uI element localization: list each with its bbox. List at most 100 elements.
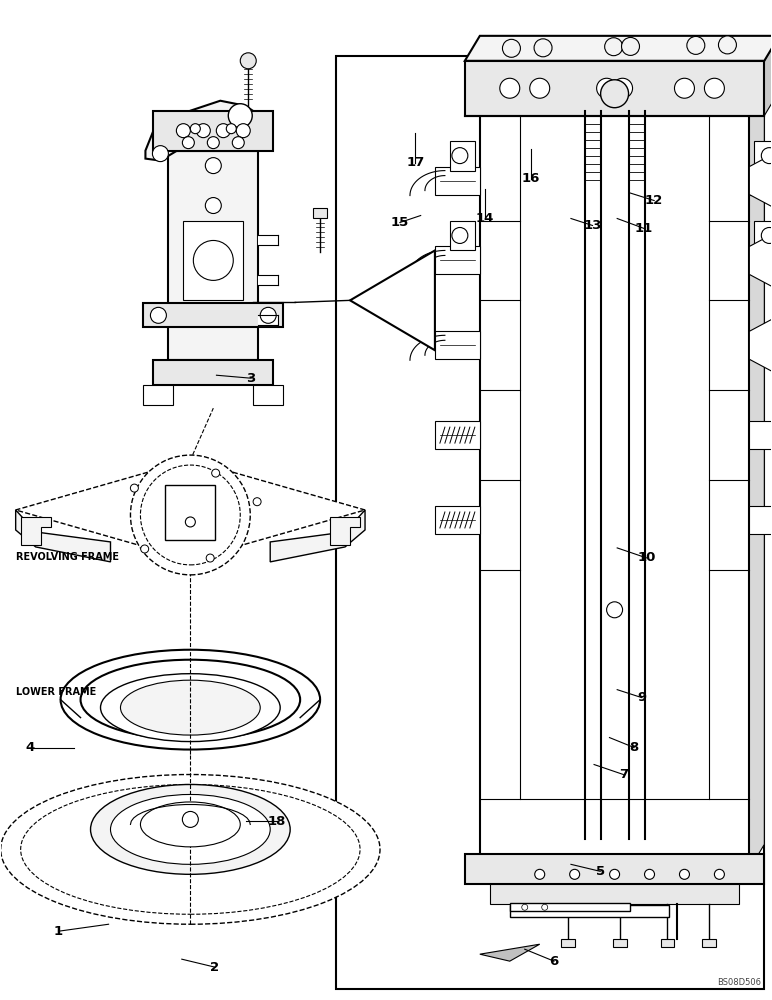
Circle shape (141, 545, 149, 553)
Circle shape (570, 869, 580, 879)
Circle shape (610, 869, 620, 879)
Text: 11: 11 (635, 222, 653, 235)
Circle shape (597, 78, 617, 98)
Polygon shape (21, 517, 51, 545)
Ellipse shape (60, 650, 320, 750)
Bar (750, 167, 772, 195)
Polygon shape (350, 250, 435, 350)
Circle shape (232, 137, 244, 149)
Polygon shape (450, 221, 475, 250)
Circle shape (761, 227, 772, 243)
Text: 17: 17 (406, 156, 425, 169)
Bar (168, 151, 258, 360)
Bar (435, 331, 480, 359)
Ellipse shape (1, 775, 380, 924)
Text: 3: 3 (246, 372, 256, 385)
Circle shape (714, 869, 724, 879)
Bar (489, 884, 740, 904)
Bar (510, 903, 629, 911)
Circle shape (534, 39, 552, 57)
Ellipse shape (80, 660, 300, 740)
Circle shape (260, 307, 276, 323)
Bar (465, 61, 764, 116)
Text: 16: 16 (522, 172, 540, 185)
Circle shape (687, 36, 705, 54)
Circle shape (152, 146, 168, 162)
Text: 14: 14 (476, 212, 494, 225)
Circle shape (522, 904, 528, 910)
Circle shape (226, 124, 236, 134)
Ellipse shape (110, 794, 270, 864)
Polygon shape (145, 101, 260, 161)
Polygon shape (15, 510, 110, 562)
Circle shape (761, 148, 772, 164)
Circle shape (208, 137, 219, 149)
Circle shape (530, 78, 550, 98)
FancyArrow shape (258, 275, 278, 285)
Ellipse shape (100, 674, 280, 742)
Polygon shape (750, 151, 772, 211)
Bar (144, 385, 174, 405)
Text: 12: 12 (645, 194, 663, 207)
Bar (165, 485, 215, 540)
Text: REVOLVING FRAME: REVOLVING FRAME (15, 552, 119, 562)
Polygon shape (750, 315, 772, 375)
Circle shape (613, 78, 632, 98)
Polygon shape (330, 517, 360, 545)
Bar (661, 939, 675, 947)
Circle shape (452, 227, 468, 243)
Bar (560, 939, 574, 947)
Polygon shape (270, 510, 365, 562)
Circle shape (196, 124, 210, 138)
FancyArrow shape (258, 235, 278, 245)
Bar (435, 246, 480, 274)
Circle shape (206, 554, 214, 562)
Bar (435, 506, 480, 534)
Circle shape (675, 78, 695, 98)
Bar (750, 506, 772, 534)
Circle shape (130, 455, 250, 575)
Circle shape (604, 38, 623, 56)
Text: 5: 5 (596, 865, 604, 878)
Circle shape (130, 484, 138, 492)
Circle shape (182, 811, 198, 827)
Text: 18: 18 (267, 815, 286, 828)
Text: 7: 7 (619, 768, 628, 781)
Bar (154, 360, 273, 385)
Circle shape (240, 53, 256, 69)
Polygon shape (754, 221, 772, 250)
Polygon shape (480, 944, 540, 961)
Circle shape (193, 240, 233, 280)
Text: 13: 13 (584, 219, 601, 232)
Circle shape (719, 36, 736, 54)
Circle shape (205, 158, 222, 174)
Circle shape (601, 80, 628, 108)
Text: BS08D506: BS08D506 (717, 978, 761, 987)
Text: 8: 8 (629, 741, 638, 754)
Circle shape (679, 869, 689, 879)
Text: 1: 1 (54, 925, 63, 938)
Bar (253, 385, 283, 405)
Circle shape (542, 904, 547, 910)
Circle shape (253, 498, 261, 506)
Ellipse shape (21, 784, 360, 914)
Polygon shape (764, 36, 772, 116)
Circle shape (216, 124, 230, 138)
Text: 10: 10 (637, 551, 655, 564)
Circle shape (182, 137, 195, 149)
Polygon shape (15, 460, 365, 560)
Bar (435, 421, 480, 449)
Circle shape (535, 869, 545, 879)
Polygon shape (465, 36, 772, 61)
Circle shape (645, 869, 655, 879)
Bar (313, 208, 327, 218)
Circle shape (499, 78, 520, 98)
Circle shape (141, 465, 240, 565)
Circle shape (503, 39, 520, 57)
Circle shape (191, 124, 201, 134)
Bar (750, 421, 772, 449)
Text: 2: 2 (210, 961, 219, 974)
Circle shape (704, 78, 724, 98)
Circle shape (229, 104, 252, 128)
Bar (144, 303, 283, 327)
